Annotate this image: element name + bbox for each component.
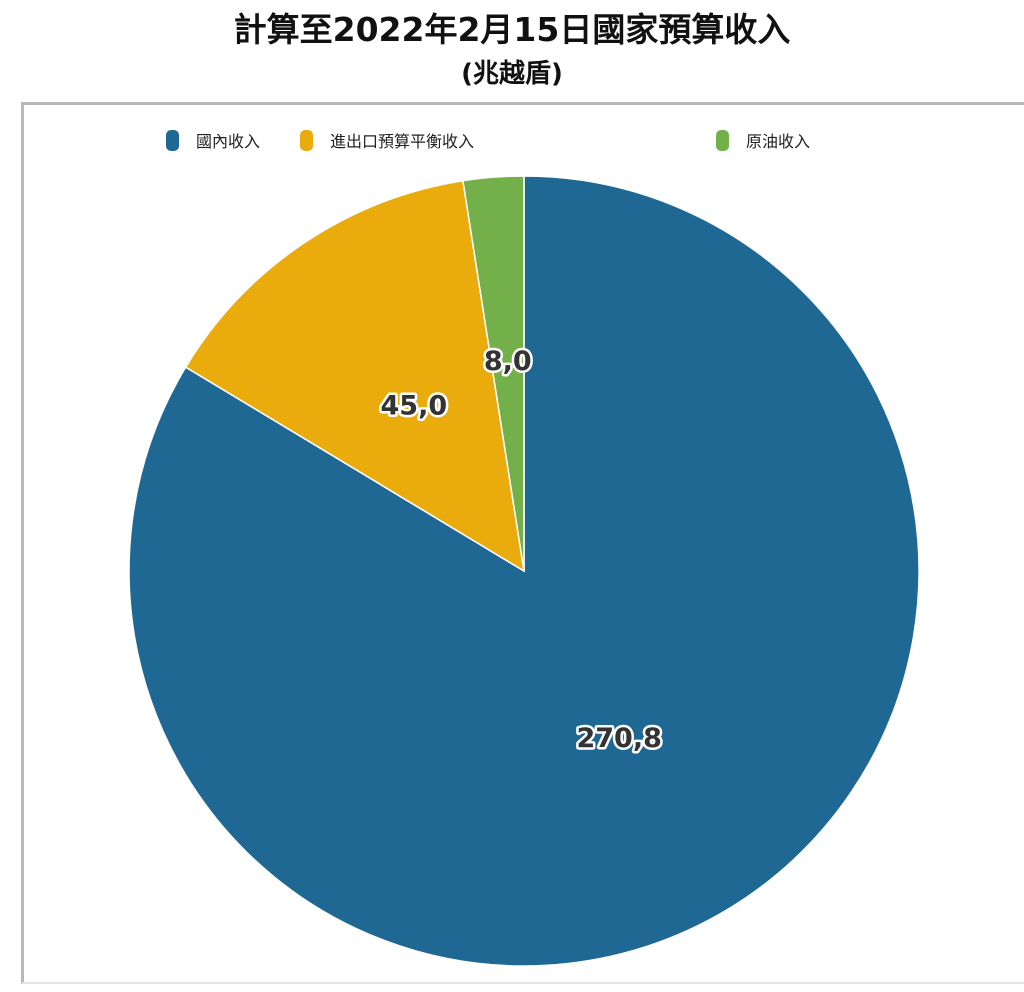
label-domestic: 270,8 (576, 723, 661, 754)
pie-labels: 270,8 45,0 8,0 (378, 343, 664, 756)
label-import-export: 45,0 (381, 391, 448, 422)
chart-frame-bottom (22, 982, 1024, 984)
legend-label-domestic: 國內收入 (196, 132, 261, 151)
legend-swatch-import-export (300, 129, 313, 151)
chart-subtitle: (兆越盾) (461, 59, 563, 89)
chart-frame-top (22, 102, 1024, 105)
legend-item-import-export[interactable]: 進出口預算平衡收入 (300, 128, 474, 152)
legend-item-domestic[interactable]: 國內收入 (166, 128, 260, 152)
slice-crude-oil[interactable] (462, 175, 525, 572)
label-crude-oil: 8,0 (484, 346, 532, 377)
chart-title: 計算至2022年2月15日國家預算收入 (233, 10, 791, 49)
legend-swatch-crude-oil (716, 129, 729, 151)
legend-label-import-export: 進出口預算平衡收入 (330, 132, 475, 151)
slice-import-export[interactable] (184, 179, 525, 573)
pie-slices (128, 175, 920, 967)
legend-swatch-domestic (166, 129, 179, 151)
chart-frame-left (21, 102, 24, 984)
legend-item-crude-oil[interactable]: 原油收入 (716, 128, 810, 152)
slice-domestic[interactable] (128, 175, 920, 967)
legend-label-crude-oil: 原油收入 (746, 132, 811, 151)
